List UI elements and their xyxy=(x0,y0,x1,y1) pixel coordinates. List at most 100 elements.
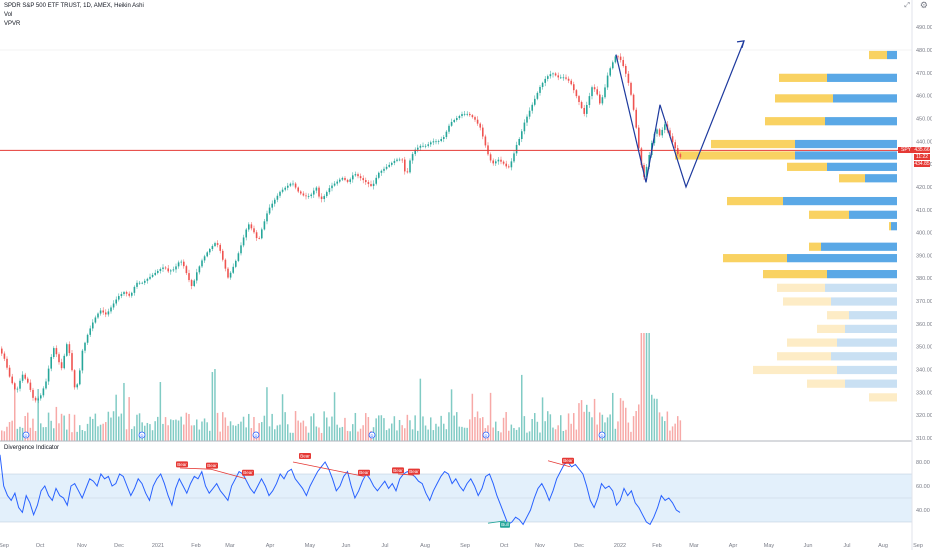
volume-bar xyxy=(534,413,536,441)
candle-body xyxy=(627,73,630,83)
last-price-tag: 435.66 xyxy=(914,147,930,153)
candle-body xyxy=(128,293,130,296)
candle-body xyxy=(53,348,55,357)
candle-body xyxy=(268,207,271,214)
bear-label-text: Bear xyxy=(563,458,573,463)
candle-body xyxy=(92,322,94,329)
volume-bar xyxy=(596,424,598,441)
time-tick-label: Sep xyxy=(913,543,923,549)
volume-bar xyxy=(76,431,78,441)
candle-body xyxy=(154,272,156,275)
dividend-event-marker xyxy=(138,431,146,439)
vp-down-bar xyxy=(809,242,821,251)
candle-body xyxy=(193,280,195,286)
volume-bar xyxy=(474,417,476,441)
candle-body xyxy=(422,145,424,147)
candle-body xyxy=(271,203,273,208)
indicator-legend[interactable]: Divergence Indicator xyxy=(4,445,60,451)
settings-icon[interactable]: ⚙ xyxy=(919,0,928,10)
volume-bar xyxy=(242,416,245,441)
volume-bar xyxy=(274,429,276,441)
volume-bar xyxy=(570,423,572,441)
volume-bar xyxy=(614,428,617,441)
volume-bar xyxy=(138,413,141,441)
candle-body xyxy=(99,310,102,314)
candle-body xyxy=(196,272,198,281)
volume-bar xyxy=(619,398,622,441)
bear-label-text: Bear xyxy=(359,470,369,475)
candle-body xyxy=(167,268,169,272)
bear-label-box xyxy=(358,469,370,476)
vp-down-bar xyxy=(827,311,849,320)
candle-body xyxy=(344,177,346,180)
price-axis[interactable]: 490.00480.00470.00460.00450.00440.00430.… xyxy=(916,25,932,442)
candle-body xyxy=(476,119,479,124)
forecast-drawing[interactable] xyxy=(615,40,745,189)
volume-bar xyxy=(388,428,390,441)
candle-body xyxy=(190,280,193,286)
volume-bar xyxy=(276,425,279,441)
volume-bar xyxy=(11,420,13,441)
symbol-legend[interactable]: SPDR S&P 500 ETF TRUST, 1D, AMEX, Heikin… xyxy=(4,3,144,9)
candle-body xyxy=(557,75,559,78)
candle-body xyxy=(328,188,331,193)
candle-body xyxy=(89,328,91,335)
volume-bar xyxy=(471,393,474,441)
candle-body xyxy=(245,229,247,238)
time-tick-label: Jun xyxy=(804,543,813,549)
volume-bar xyxy=(292,432,294,441)
volume-bar xyxy=(562,430,565,441)
vp-up-bar xyxy=(849,210,897,219)
volume-bar xyxy=(320,432,323,441)
volume-bar xyxy=(318,427,320,441)
candle-body xyxy=(105,312,107,315)
volume-bar xyxy=(346,430,349,441)
indicator-tick-label: 80.00 xyxy=(916,460,930,466)
volume-bar xyxy=(653,398,656,441)
volume-bar xyxy=(362,425,364,441)
candle-body xyxy=(541,82,544,87)
volume-bar xyxy=(136,414,138,441)
candle-body xyxy=(398,159,401,161)
price-tick-label: 450.00 xyxy=(916,116,932,122)
volume-bar xyxy=(266,387,268,441)
volume-bar xyxy=(573,413,575,441)
time-axis[interactable]: Sep Oct Nov Dec 2021 Feb Mar Apr May Jun Jul Aug Sep… xyxy=(0,543,923,549)
price-tick-label: 460.00 xyxy=(916,94,932,100)
volume-bar xyxy=(6,426,8,441)
vp-down-bar xyxy=(839,174,865,183)
vp-up-bar xyxy=(887,50,897,60)
volume-bar xyxy=(177,420,180,441)
expand-icon[interactable]: ⤢ xyxy=(904,2,910,9)
volume-bar xyxy=(406,414,409,441)
volume-bar xyxy=(112,411,115,441)
volume-bar xyxy=(107,411,110,441)
candle-body xyxy=(34,397,37,401)
price-tick-label: 420.00 xyxy=(916,185,932,191)
volume-bar xyxy=(531,419,533,441)
candle-body xyxy=(406,171,409,173)
volume-bar xyxy=(588,411,591,441)
volume-bar xyxy=(71,432,73,441)
candle-body xyxy=(120,294,123,297)
volume-legend[interactable]: Vol xyxy=(4,12,13,18)
bear-label-text: Bear xyxy=(243,470,253,475)
volume-bar xyxy=(508,430,510,441)
price-tick-label: 320.00 xyxy=(916,413,932,419)
volume-bar xyxy=(159,382,162,441)
volume-bar xyxy=(638,404,640,441)
candle-body xyxy=(466,113,468,115)
candle-body xyxy=(388,164,390,167)
candle-body xyxy=(443,137,445,140)
bear-label-text: Bear xyxy=(393,468,403,473)
candle-body xyxy=(146,278,149,281)
candle-body xyxy=(417,147,419,150)
volume-bar xyxy=(89,416,91,441)
candle-body xyxy=(313,190,315,195)
symbol-price-tag: SPY xyxy=(898,147,914,153)
candle-body xyxy=(201,260,203,267)
vpvr-legend[interactable]: VPVR xyxy=(4,21,21,27)
vp-down-bar xyxy=(723,254,787,263)
